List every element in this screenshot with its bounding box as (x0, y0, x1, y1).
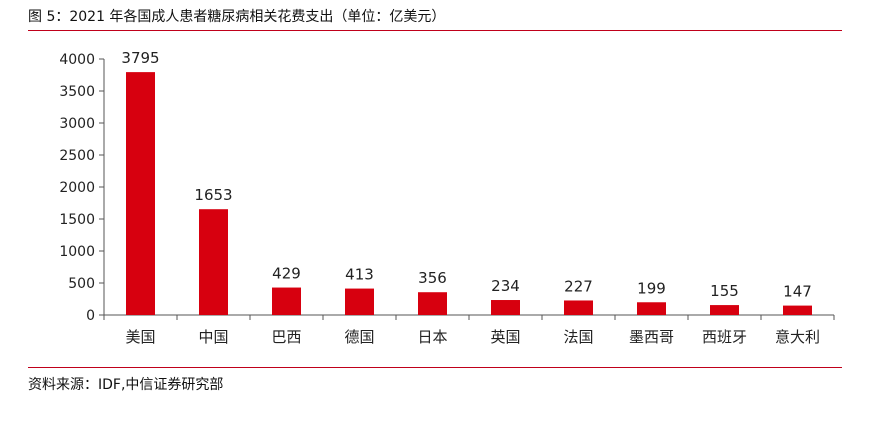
bar (345, 288, 374, 315)
bar (491, 300, 520, 315)
data-label: 155 (710, 282, 739, 300)
y-tick-label: 0 (86, 308, 95, 324)
y-tick-label: 4000 (59, 52, 95, 68)
category-label: 美国 (125, 328, 155, 346)
y-tick-label: 3000 (59, 116, 95, 132)
y-tick-label: 3500 (59, 84, 95, 100)
chart-title: 图 5：2021 年各国成人患者糖尿病相关花费支出（单位：亿美元） (28, 9, 446, 25)
category-label: 巴西 (271, 328, 301, 346)
category-label: 英国 (490, 328, 520, 346)
category-label: 德国 (344, 328, 374, 346)
y-tick-label: 500 (68, 276, 95, 292)
category-label: 法国 (563, 328, 593, 346)
data-label: 227 (564, 277, 593, 295)
category-label: 日本 (417, 328, 447, 346)
y-tick-label: 2500 (59, 148, 95, 164)
data-label: 234 (491, 277, 520, 295)
category-label: 意大利 (775, 328, 820, 346)
y-tick-label: 1500 (59, 212, 95, 228)
source-divider (28, 367, 842, 368)
title-divider (28, 30, 842, 31)
bar (564, 300, 593, 315)
category-label: 中国 (198, 328, 228, 346)
data-label: 356 (418, 269, 447, 287)
category-label: 墨西哥 (629, 328, 674, 346)
data-label: 147 (783, 283, 812, 301)
data-label: 429 (272, 265, 301, 283)
y-tick-label: 2000 (59, 180, 95, 196)
bar (272, 287, 301, 315)
bar (418, 292, 447, 315)
bar (637, 302, 666, 315)
bar-chart: 0 500 1000 1500 2000 2500 3000 3500 4000 3795 美国 16… (59, 49, 835, 346)
category-label: 西班牙 (702, 328, 747, 346)
bar (783, 305, 812, 315)
bar (710, 305, 739, 315)
data-label: 413 (345, 266, 374, 284)
data-label: 3795 (121, 49, 159, 67)
bar (126, 72, 155, 316)
bar (199, 209, 228, 315)
data-label: 1653 (194, 186, 232, 204)
y-tick-label: 1000 (59, 244, 95, 260)
data-label: 199 (637, 279, 666, 297)
source-note: 资料来源：IDF,中信证券研究部 (28, 377, 224, 393)
